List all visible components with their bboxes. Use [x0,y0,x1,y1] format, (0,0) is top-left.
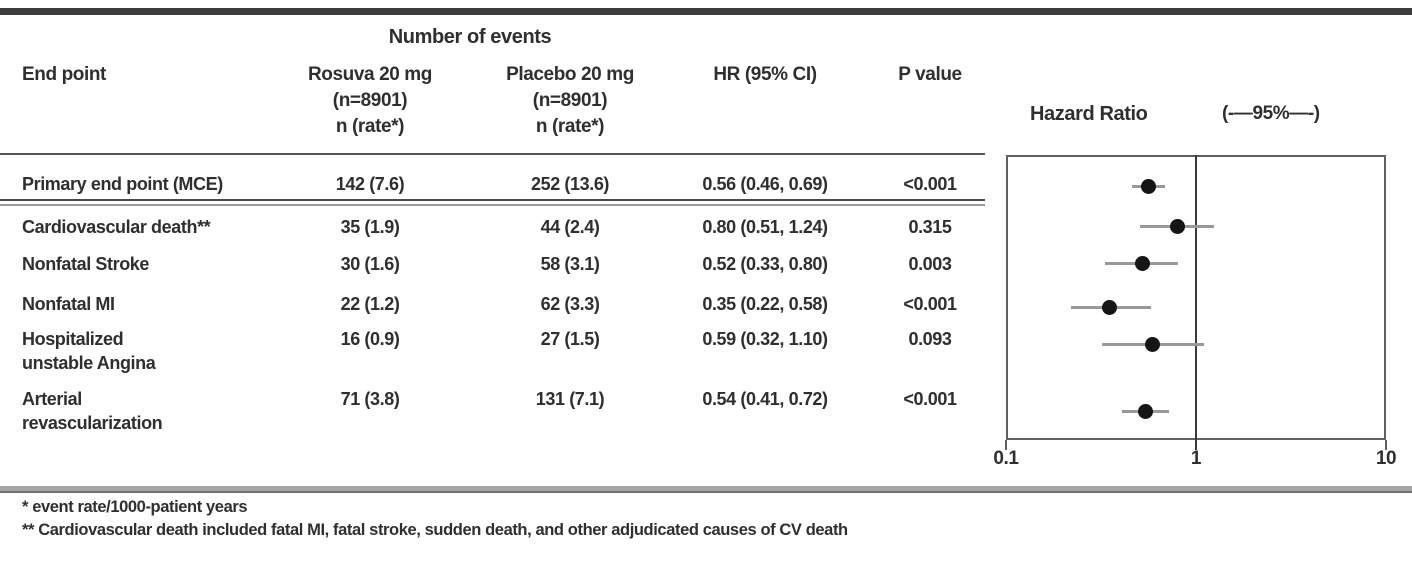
plot-title-hazard-ratio: Hazard Ratio [1030,103,1148,125]
hr-ci-cell: 0.59 (0.32, 1.10) [702,329,828,349]
column-header-rosuva: Rosuva 20 mg (n=8901) n (rate*) [280,62,460,140]
placebo-cell: 131 (7.1) [535,389,605,409]
top-rule [0,8,1412,15]
rosuva-header-line2: (n=8901) [332,90,408,111]
rosuva-header-line3: n (rate*) [335,116,405,137]
placebo-cell: 62 (3.3) [540,294,600,314]
placebo-cell: 252 (13.6) [530,174,610,194]
endpoint-line: Arterial [22,389,82,409]
p-cell: <0.001 [903,294,957,314]
rosuva-cell: 30 (1.6) [340,254,400,274]
x-axis-tick-label: 0.1 [993,448,1019,469]
group-header-number-of-events: Number of events [388,26,552,48]
endpoint-cell: Cardiovascular death** [22,215,282,239]
primary-row-separator-dark [0,199,985,201]
hazard-ratio-point [1134,255,1150,271]
footnote-event-rate: * event rate/1000-patient years [22,498,248,516]
p-cell: 0.093 [908,329,952,349]
endpoint-line: Primary end point (MCE) [22,174,223,194]
endpoint-line: Cardiovascular death** [22,217,211,237]
hr-ci-cell: 0.52 (0.33, 0.80) [702,254,828,274]
hazard-ratio-point [1101,299,1117,315]
endpoint-cell: Nonfatal MI [22,292,282,316]
placebo-cell: 44 (2.4) [540,217,600,237]
hr-ci-cell: 0.80 (0.51, 1.24) [702,217,828,237]
hr-ci-cell: 0.54 (0.41, 0.72) [702,389,828,409]
endpoint-line: revascularization [22,413,163,433]
axis-tick [1385,440,1387,450]
table-top-rule [0,153,985,155]
p-cell: 0.315 [908,217,952,237]
column-header-hr-ci: HR (95% CI) [713,64,817,85]
p-cell: <0.001 [903,389,957,409]
x-axis-tick-label: 1 [1190,448,1202,469]
rosuva-cell: 16 (0.9) [340,329,400,349]
placebo-header-line3: n (rate*) [535,116,605,137]
footnote-cv-death: ** Cardiovascular death included fatal M… [22,521,848,539]
endpoint-line: Hospitalized [22,329,124,349]
endpoint-line: Nonfatal Stroke [22,254,150,274]
placebo-header-line2: (n=8901) [532,90,608,111]
rosuva-cell: 71 (3.8) [340,389,400,409]
rosuva-cell: 22 (1.2) [340,294,400,314]
hazard-ratio-point [1144,336,1160,352]
p-cell: 0.003 [908,254,952,274]
placebo-cell: 27 (1.5) [540,329,600,349]
p-cell: <0.001 [903,174,957,194]
rosuva-cell: 35 (1.9) [340,217,400,237]
axis-tick [1005,440,1007,450]
endpoint-cell: Primary end point (MCE) [22,172,282,196]
primary-row-separator-light [0,204,985,206]
endpoint-line: unstable Angina [22,353,156,373]
hazard-ratio-point [1137,403,1153,419]
reference-line-hr-1 [1195,155,1197,450]
hr-ci-cell: 0.35 (0.22, 0.58) [702,294,828,314]
plot-ci-legend: (-—95%—-) [1222,103,1320,124]
hazard-ratio-point [1170,218,1186,234]
column-header-p-value: P value [898,64,962,85]
endpoint-cell: Nonfatal Stroke [22,252,282,276]
placebo-header-line1: Placebo 20 mg [506,64,634,85]
hazard-ratio-point [1140,178,1156,194]
endpoint-cell: Arterial revascularization [22,387,282,435]
endpoint-line: Nonfatal MI [22,294,115,314]
column-header-endpoint: End point [22,64,106,85]
column-header-placebo: Placebo 20 mg (n=8901) n (rate*) [475,62,665,140]
bottom-rule [0,486,1412,493]
placebo-cell: 58 (3.1) [540,254,600,274]
x-axis-tick-label: 10 [1375,448,1397,469]
hr-ci-cell: 0.56 (0.46, 0.69) [702,174,828,194]
endpoint-cell: Hospitalized unstable Angina [22,327,282,375]
rosuva-header-line1: Rosuva 20 mg [307,64,433,85]
rosuva-cell: 142 (7.6) [335,174,405,194]
